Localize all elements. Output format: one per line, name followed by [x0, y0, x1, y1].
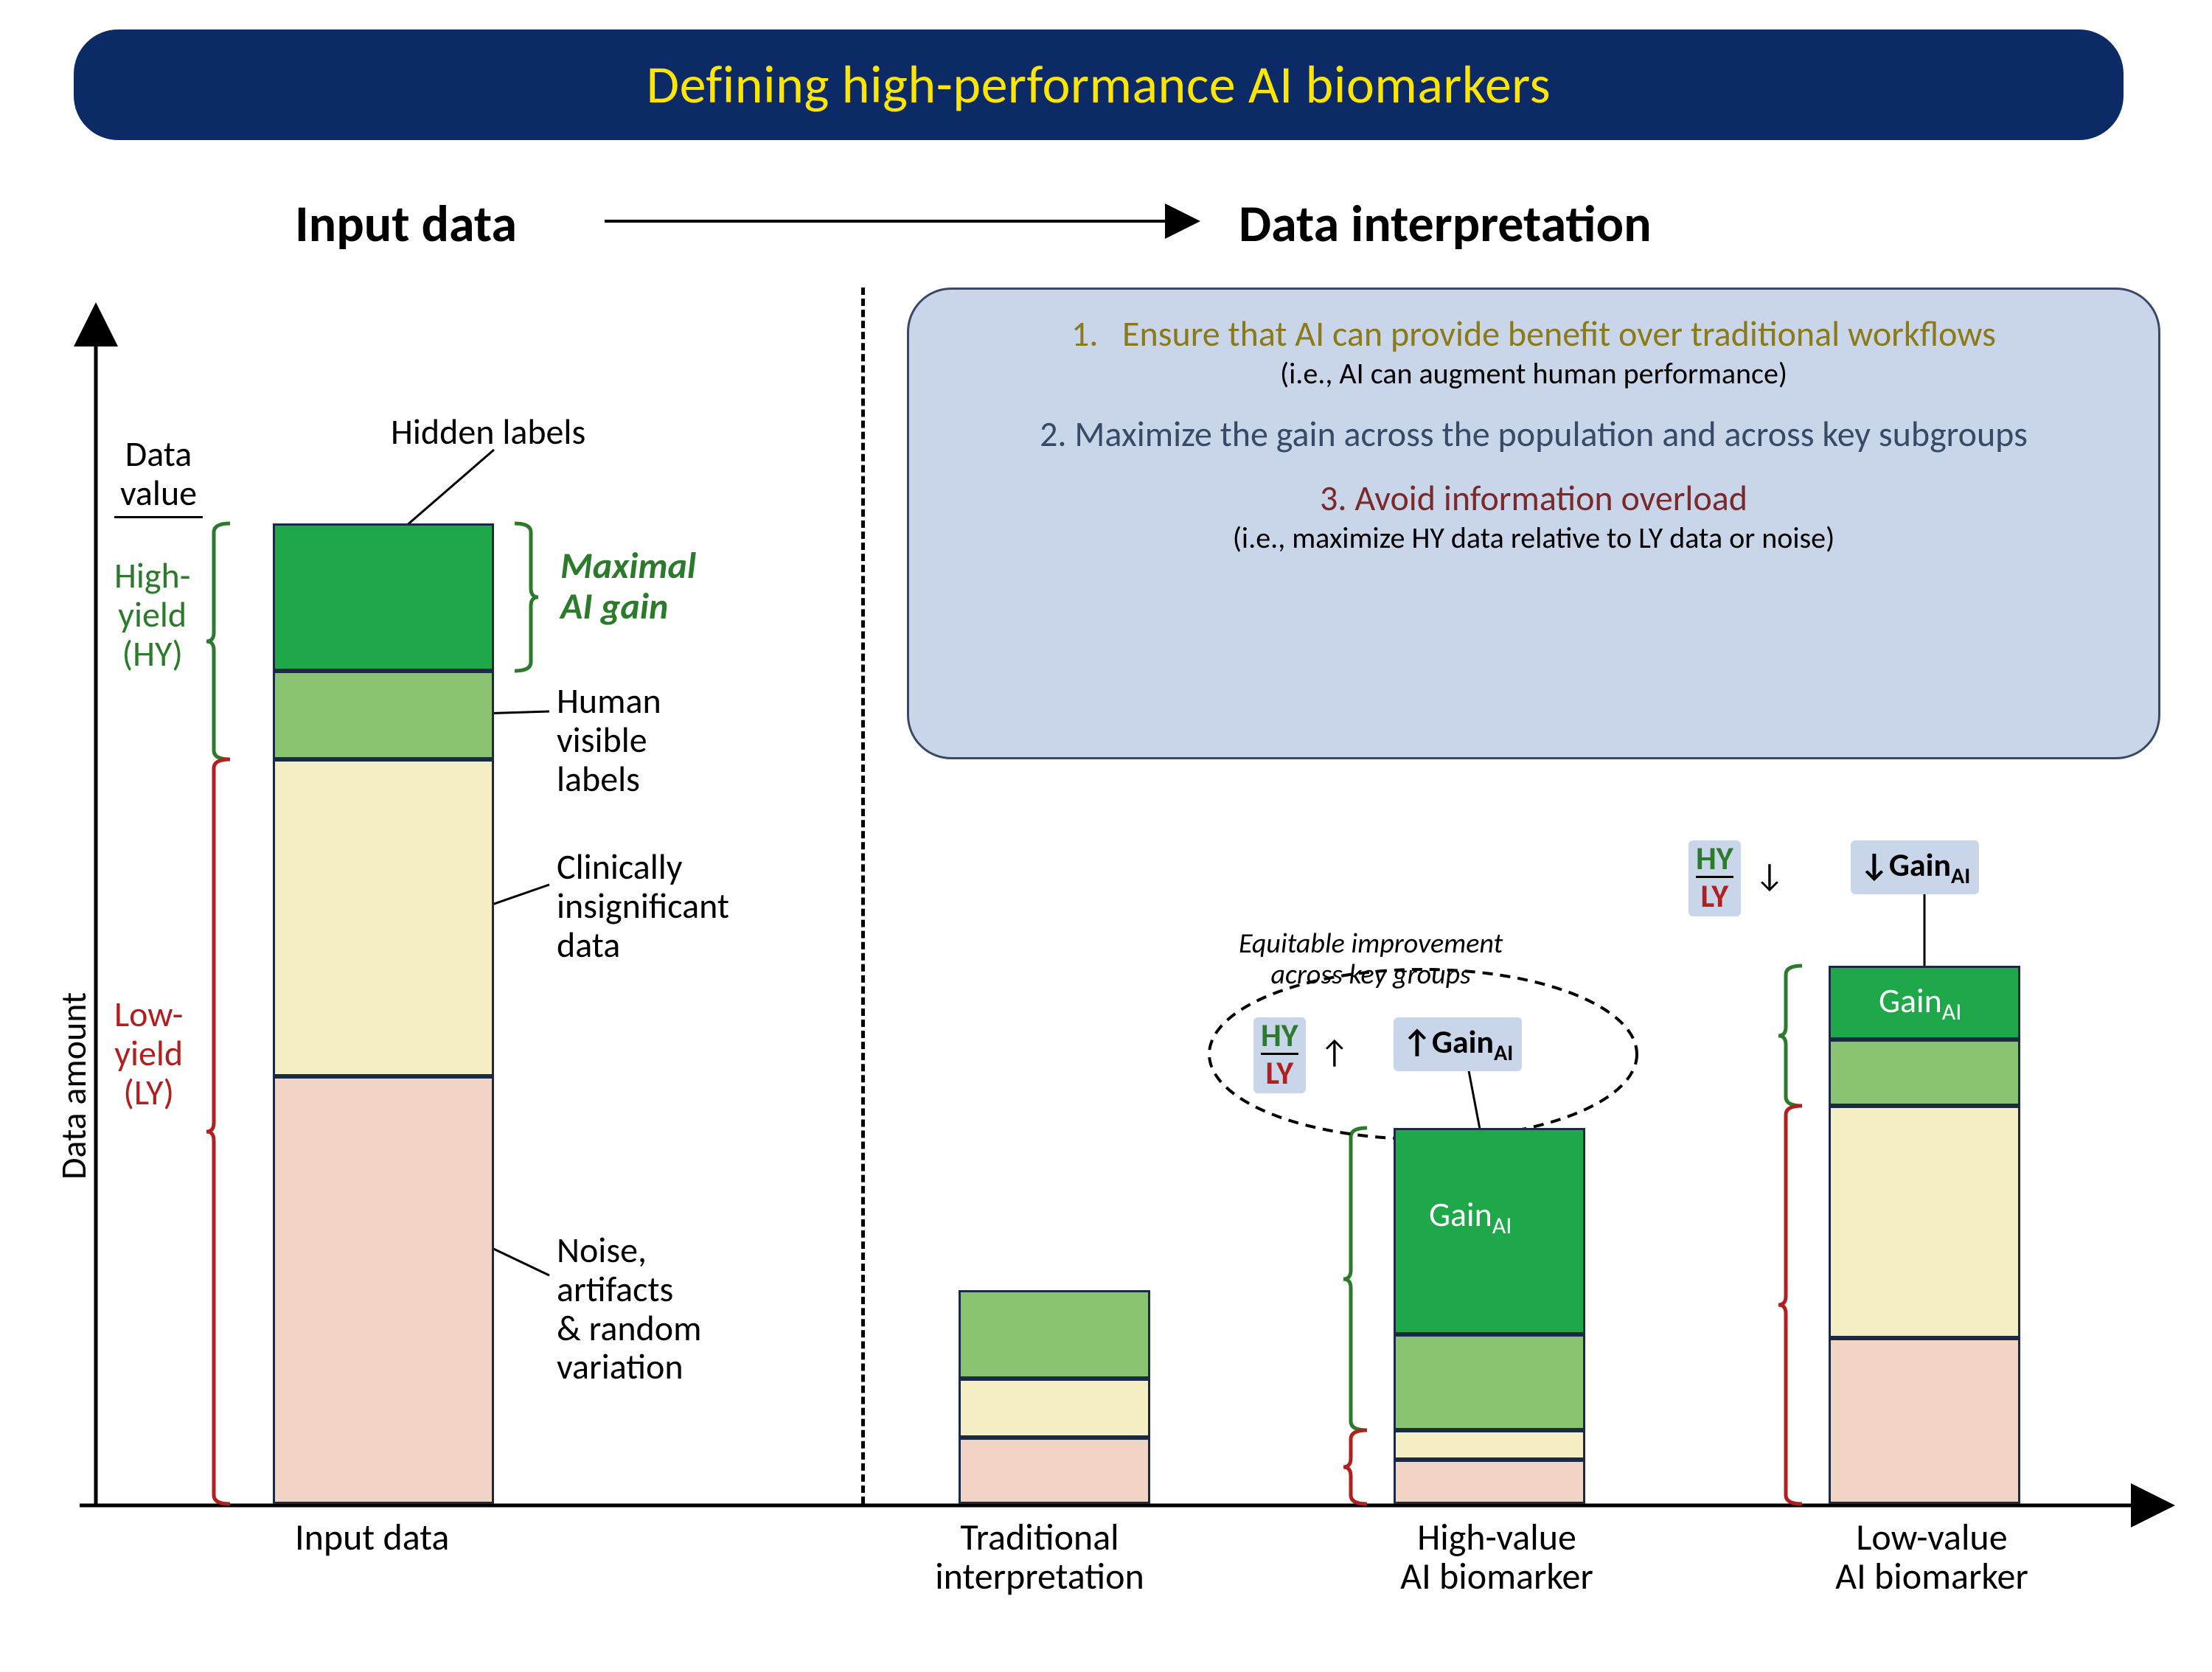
data-value-label: Data value — [114, 435, 203, 521]
clinically-insignificant-callout: Clinically insignificant data — [557, 848, 729, 964]
clin-l3: data — [557, 926, 729, 965]
info-item-2: 2. Maximize the gain across the populati… — [946, 412, 2121, 456]
trad-bar-seg-clin — [959, 1379, 1150, 1438]
vis-l3: labels — [557, 760, 661, 799]
gain-ai-badge-1: ↑GainAI — [1394, 1017, 1522, 1071]
ly-l1: Low- — [114, 995, 183, 1034]
input-bar-xlabel: Input data — [295, 1519, 449, 1558]
gain-ai-badge-2: ↓GainAI — [1851, 840, 1979, 894]
trad-bar-xlabel: Traditionalinterpretation — [907, 1519, 1172, 1596]
trad-bar-seg-visible — [959, 1290, 1150, 1379]
low-yield-label: Low- yield (LY) — [114, 995, 183, 1112]
title-banner: Defining high-performance AI biomarkers — [74, 29, 2124, 140]
high-bar-seg-visible — [1394, 1334, 1585, 1430]
low-bar-seg-noise — [1829, 1338, 2020, 1504]
noise-l2: artifacts — [557, 1270, 701, 1309]
hy-l1: High- — [114, 557, 190, 596]
noise-callout: Noise, artifacts & random variation — [557, 1231, 701, 1387]
trad-bar-seg-noise — [959, 1438, 1150, 1504]
hy-l3: (HY) — [114, 635, 190, 674]
maximal-ai-gain-label: Maximal AI gain — [560, 546, 696, 627]
input-bar-seg-noise — [273, 1076, 494, 1504]
info-item-1: 1. Ensure that AI can provide benefit ov… — [946, 312, 2121, 391]
header-input-data: Input data — [295, 192, 517, 255]
noise-l1: Noise, — [557, 1231, 701, 1270]
info-item-3-main: 3. Avoid information overload — [946, 476, 2121, 520]
info-item-3: 3. Avoid information overload(i.e., maxi… — [946, 476, 2121, 556]
hy-l2: yield — [114, 596, 190, 635]
data-value-line1: Data — [114, 435, 203, 474]
high-bar-xlabel: High-valueAI biomarker — [1364, 1519, 1630, 1596]
data-value-line2: value — [114, 474, 203, 513]
ly-l2: yield — [114, 1034, 183, 1073]
vertical-divider — [861, 288, 865, 1504]
high-bar-seg-clin — [1394, 1430, 1585, 1460]
input-bar-seg-visible — [273, 671, 494, 759]
low-gain-ai-label: GainAI — [1879, 980, 1961, 1026]
low-bar-seg-clin — [1829, 1106, 2020, 1338]
eq-l1: Equitable improvement — [1239, 929, 1503, 960]
high-yield-label: High- yield (HY) — [114, 557, 190, 673]
clin-l2: insignificant — [557, 887, 729, 926]
high-bar-seg-noise — [1394, 1460, 1585, 1504]
high-gain-ai-label: GainAI — [1429, 1194, 1512, 1240]
input-bar-seg-hidden — [273, 523, 494, 671]
y-axis-label: Data amount — [52, 992, 95, 1180]
info-item-3-sub: (i.e., maximize HY data relative to LY d… — [946, 520, 2121, 556]
noise-l4: variation — [557, 1348, 701, 1387]
info-item-1-main: 1. Ensure that AI can provide benefit ov… — [946, 312, 2121, 355]
info-item-2-main: 2. Maximize the gain across the populati… — [946, 412, 2121, 456]
info-panel: 1. Ensure that AI can provide benefit ov… — [907, 288, 2160, 759]
equitable-improvement-label: Equitable improvement across key groups — [1239, 929, 1503, 991]
maxgain-l2: AI gain — [560, 586, 696, 627]
hy-ly-ratio-badge-2: HYLY — [1688, 840, 1741, 916]
input-bar-seg-clin — [273, 759, 494, 1076]
low-bar-seg-visible — [1829, 1039, 2020, 1106]
hy-ly-ratio-badge-1: HYLY — [1253, 1017, 1306, 1093]
clin-l1: Clinically — [557, 848, 729, 887]
noise-l3: & random — [557, 1309, 701, 1348]
ratio-arrow-1: ↑ — [1320, 1032, 1349, 1072]
vis-l1: Human — [557, 682, 661, 721]
hidden-labels-callout: Hidden labels — [391, 413, 585, 452]
info-item-1-sub: (i.e., AI can augment human performance) — [946, 355, 2121, 391]
human-visible-callout: Human visible labels — [557, 682, 661, 798]
ratio-arrow-2: ↓ — [1755, 855, 1784, 895]
eq-l2: across key groups — [1239, 960, 1503, 991]
header-data-interpretation: Data interpretation — [1239, 192, 1652, 255]
maxgain-l1: Maximal — [560, 546, 696, 586]
low-bar-xlabel: Low-valueAI biomarker — [1799, 1519, 2065, 1596]
vis-l2: visible — [557, 721, 661, 760]
ly-l3: (LY) — [114, 1073, 183, 1112]
